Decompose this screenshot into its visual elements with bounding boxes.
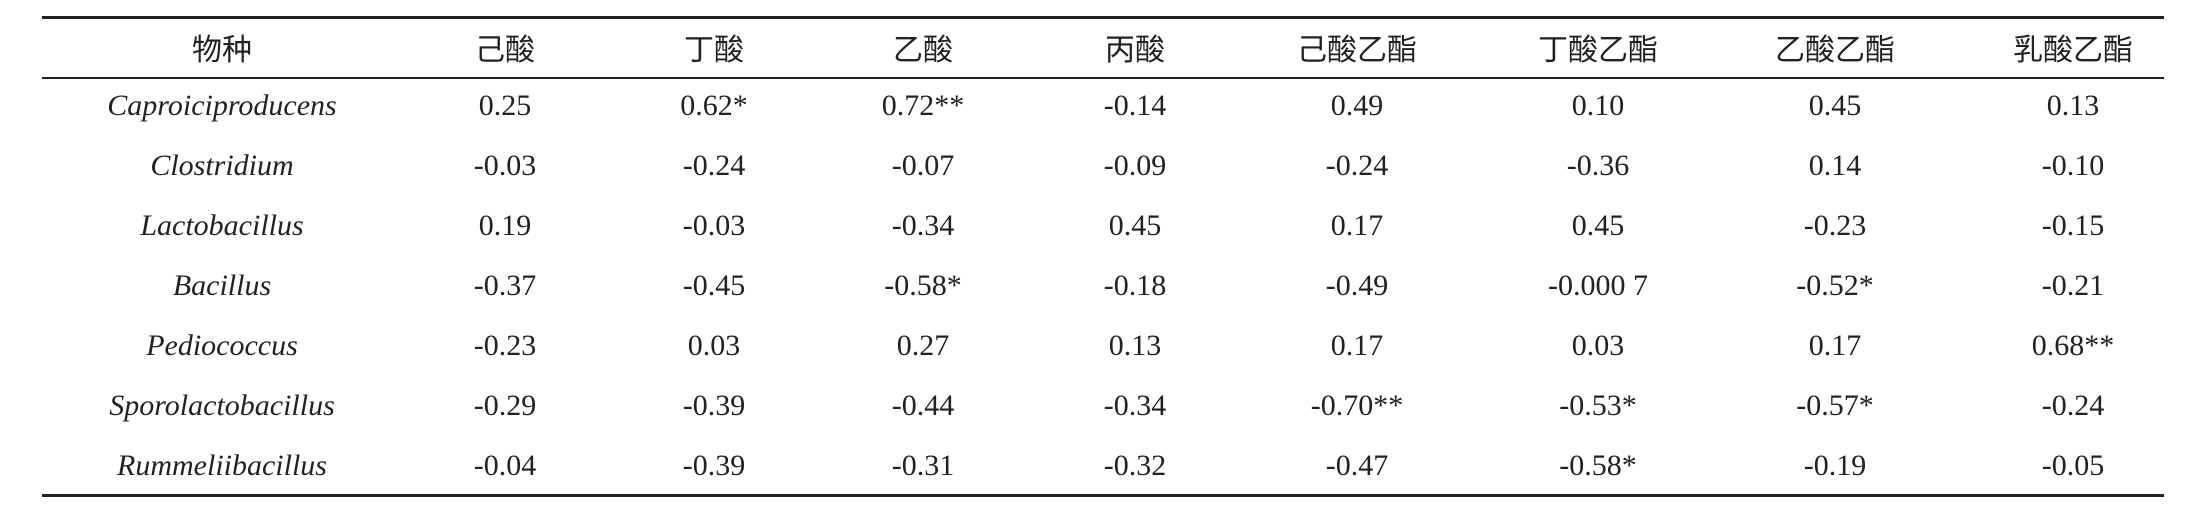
value-cell: -0.23 [473,329,537,362]
header-cell: 乙酸乙酯 [1775,34,1895,67]
value-cell: 0.68** [2031,329,2115,362]
species-cell: Sporolactobacillus [109,389,335,422]
value-cell: 0.17 [1330,209,1384,242]
value-cell: -0.24 [1325,149,1389,182]
value-cell: -0.000 7 [1548,269,1648,302]
value-cell: -0.18 [1103,269,1167,302]
header-cell: 丙酸 [1105,34,1165,67]
value-cell: 0.25 [478,89,532,122]
value-cell: -0.34 [891,209,955,242]
header-cell: 丁酸 [684,34,744,67]
value-cell: -0.34 [1103,389,1167,422]
value-cell: 0.17 [1330,329,1384,362]
value-cell: -0.19 [1803,449,1867,482]
value-cell: -0.10 [2041,149,2105,182]
header-cell: 己酸乙酯 [1297,34,1417,67]
species-cell: Lactobacillus [140,209,304,242]
value-cell: -0.58* [884,269,962,302]
value-cell: -0.39 [682,449,746,482]
value-cell: -0.52* [1796,269,1874,302]
species-cell: Bacillus [172,269,272,302]
value-cell: -0.58* [1559,449,1637,482]
value-cell: -0.03 [682,209,746,242]
value-cell: -0.24 [2041,389,2105,422]
value-cell: 0.62* [680,89,748,122]
header-cell: 己酸 [475,34,535,67]
value-cell: -0.09 [1103,149,1167,182]
value-cell: -0.39 [682,389,746,422]
value-cell: -0.04 [473,449,537,482]
header-cell: 乳酸乙酯 [2013,34,2133,67]
value-cell: 0.17 [1808,329,1862,362]
value-cell: -0.45 [682,269,746,302]
value-cell: 0.49 [1330,89,1384,122]
value-cell: 0.13 [1108,329,1162,362]
value-cell: 0.03 [687,329,741,362]
value-cell: 0.03 [1571,329,1625,362]
value-cell: -0.07 [891,149,955,182]
value-cell: -0.03 [473,149,537,182]
header-cell: 丁酸乙酯 [1538,34,1658,67]
value-cell: -0.37 [473,269,537,302]
value-cell: -0.15 [2041,209,2105,242]
header-rule [42,77,2164,79]
value-cell: -0.53* [1559,389,1637,422]
value-cell: -0.49 [1325,269,1389,302]
value-cell: 0.45 [1571,209,1625,242]
header-cell: 物种 [192,34,252,67]
header-cell: 乙酸 [893,34,953,67]
value-cell: -0.47 [1325,449,1389,482]
value-cell: 0.72** [881,89,965,122]
value-cell: -0.24 [682,149,746,182]
value-cell: 0.10 [1571,89,1625,122]
value-cell: 0.45 [1808,89,1862,122]
value-cell: -0.36 [1566,149,1630,182]
species-cell: Caproiciproducens [107,89,337,122]
value-cell: -0.57* [1796,389,1874,422]
value-cell: -0.44 [891,389,955,422]
value-cell: -0.31 [891,449,955,482]
top-rule [42,16,2164,19]
value-cell: -0.21 [2041,269,2105,302]
value-cell: -0.32 [1103,449,1167,482]
value-cell: 0.45 [1108,209,1162,242]
bottom-rule [42,494,2164,497]
value-cell: 0.19 [478,209,532,242]
value-cell: -0.23 [1803,209,1867,242]
value-cell: -0.29 [473,389,537,422]
species-cell: Rummeliibacillus [117,449,327,482]
value-cell: 0.14 [1808,149,1862,182]
value-cell: -0.05 [2041,449,2105,482]
species-cell: Clostridium [150,149,294,182]
value-cell: -0.70** [1310,389,1404,422]
value-cell: 0.13 [2046,89,2100,122]
species-cell: Pediococcus [146,329,298,362]
value-cell: 0.27 [896,329,950,362]
value-cell: -0.14 [1103,89,1167,122]
